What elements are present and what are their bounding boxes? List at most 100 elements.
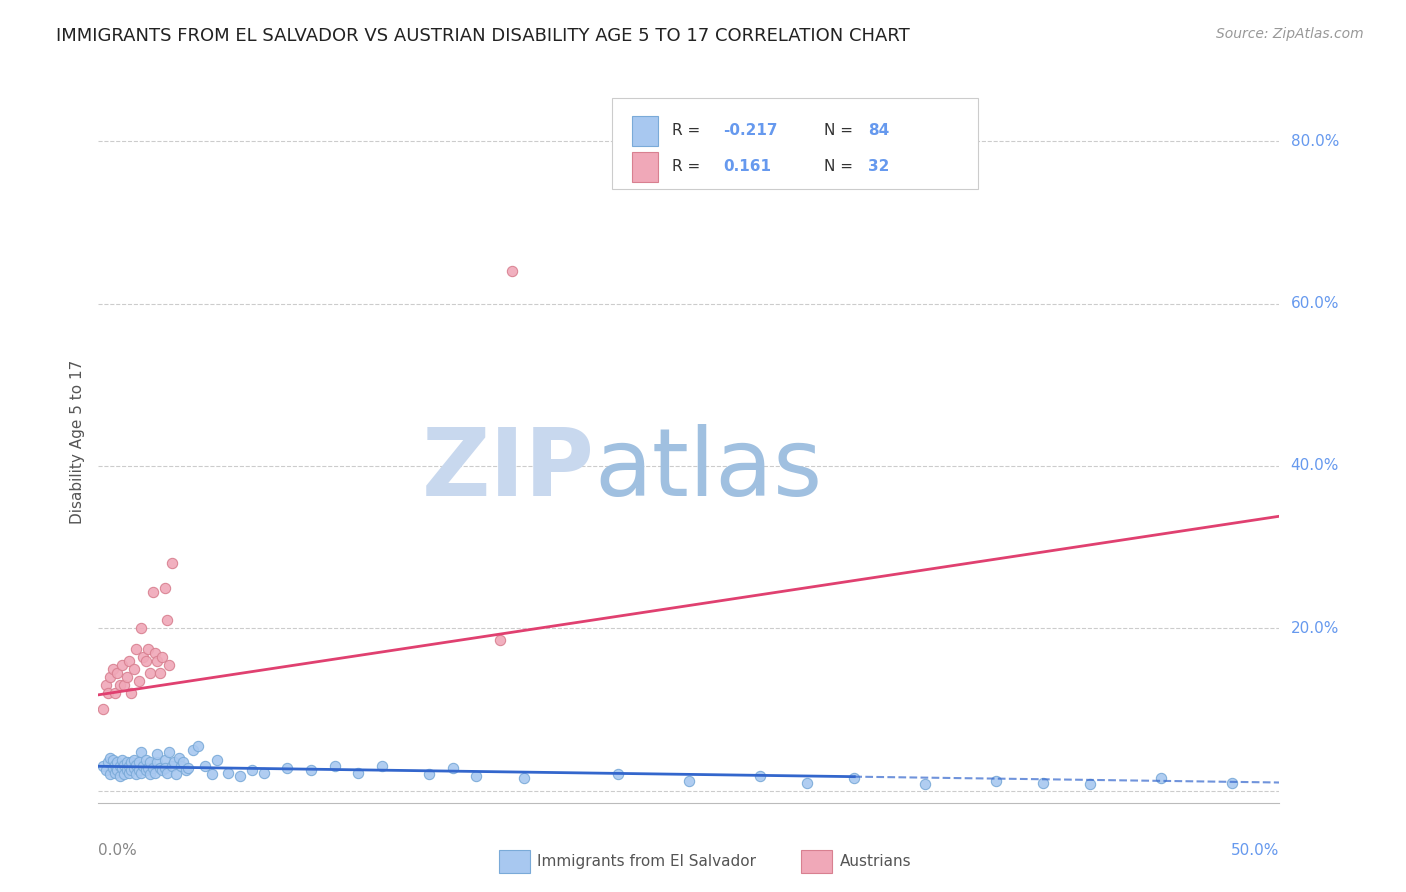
Point [97,686,120,700]
Point [118,654,141,668]
Bar [633,152,658,182]
Point [118,765,141,780]
Point [489,633,512,648]
Point [112,678,135,692]
Text: 0.0%: 0.0% [98,843,138,857]
Point [104,765,127,780]
Point [108,678,131,692]
Point [205,753,228,767]
Point [129,765,152,780]
Point [253,765,276,780]
Point [748,769,770,783]
Point [149,665,172,680]
Point [132,649,155,664]
Point [108,769,131,783]
Point [135,654,157,668]
Point [156,765,179,780]
Point [98,767,121,781]
Point [240,764,263,778]
Point [146,747,169,761]
Point [501,264,523,278]
Point [170,759,193,773]
Point [122,761,145,775]
Point [135,764,157,778]
Point [97,755,120,769]
Point [132,759,155,773]
Point [153,753,176,767]
Point [135,753,157,767]
Point [678,773,700,788]
Point [115,670,138,684]
Text: IMMIGRANTS FROM EL SALVADOR VS AUSTRIAN DISABILITY AGE 5 TO 17 CORRELATION CHART: IMMIGRANTS FROM EL SALVADOR VS AUSTRIAN … [56,27,910,45]
Text: R =: R = [672,123,706,138]
Point [146,654,169,668]
Text: Source: ZipAtlas.com: Source: ZipAtlas.com [1216,27,1364,41]
Text: R =: R = [672,160,706,175]
Text: 60.0%: 60.0% [1291,296,1339,311]
Point [105,764,128,778]
Point [121,755,143,769]
Point [201,767,224,781]
Point [150,764,173,778]
Point [149,761,172,775]
Point [91,759,114,773]
Point [112,767,135,781]
Point [153,761,176,775]
Point [1080,777,1102,791]
Point [104,686,127,700]
Text: atlas: atlas [595,425,823,516]
Point [128,673,150,688]
Text: N =: N = [824,160,858,175]
Point [101,761,124,775]
Point [1150,772,1173,786]
Text: Immigrants from El Salvador: Immigrants from El Salvador [537,855,756,869]
Point [1220,775,1243,789]
Point [607,767,630,781]
Point [323,759,346,773]
Point [187,739,209,753]
Point [465,769,488,783]
Point [143,646,166,660]
Point [129,621,152,635]
Point [136,761,159,775]
Point [139,755,162,769]
Point [128,755,150,769]
Text: 40.0%: 40.0% [1291,458,1339,474]
Point [1032,775,1054,789]
Point [101,662,124,676]
Point [167,751,190,765]
Point [105,755,128,769]
Point [91,702,114,716]
Point [160,759,183,773]
Point [146,755,169,769]
Point [153,581,176,595]
Point [121,764,143,778]
Point [111,657,134,672]
Point [512,772,534,786]
Text: ZIP: ZIP [422,425,595,516]
Text: 50.0%: 50.0% [1232,843,1279,857]
Point [172,755,194,769]
Point [108,759,131,773]
Point [101,753,124,767]
Y-axis label: Disability Age 5 to 17: Disability Age 5 to 17 [69,359,84,524]
Point [418,767,440,781]
Point [177,761,200,775]
Point [122,753,145,767]
Text: Austrians: Austrians [839,855,911,869]
Point [142,584,165,599]
Point [160,557,183,571]
Point [276,761,298,775]
Point [984,773,1007,788]
Point [125,757,148,772]
Point [194,759,217,773]
Point [156,613,179,627]
Point [347,765,370,780]
Point [125,641,148,656]
Point [125,767,148,781]
Point [136,641,159,656]
Point [142,761,165,775]
Point [157,657,180,672]
Text: 0.161: 0.161 [723,160,770,175]
Point [111,753,134,767]
